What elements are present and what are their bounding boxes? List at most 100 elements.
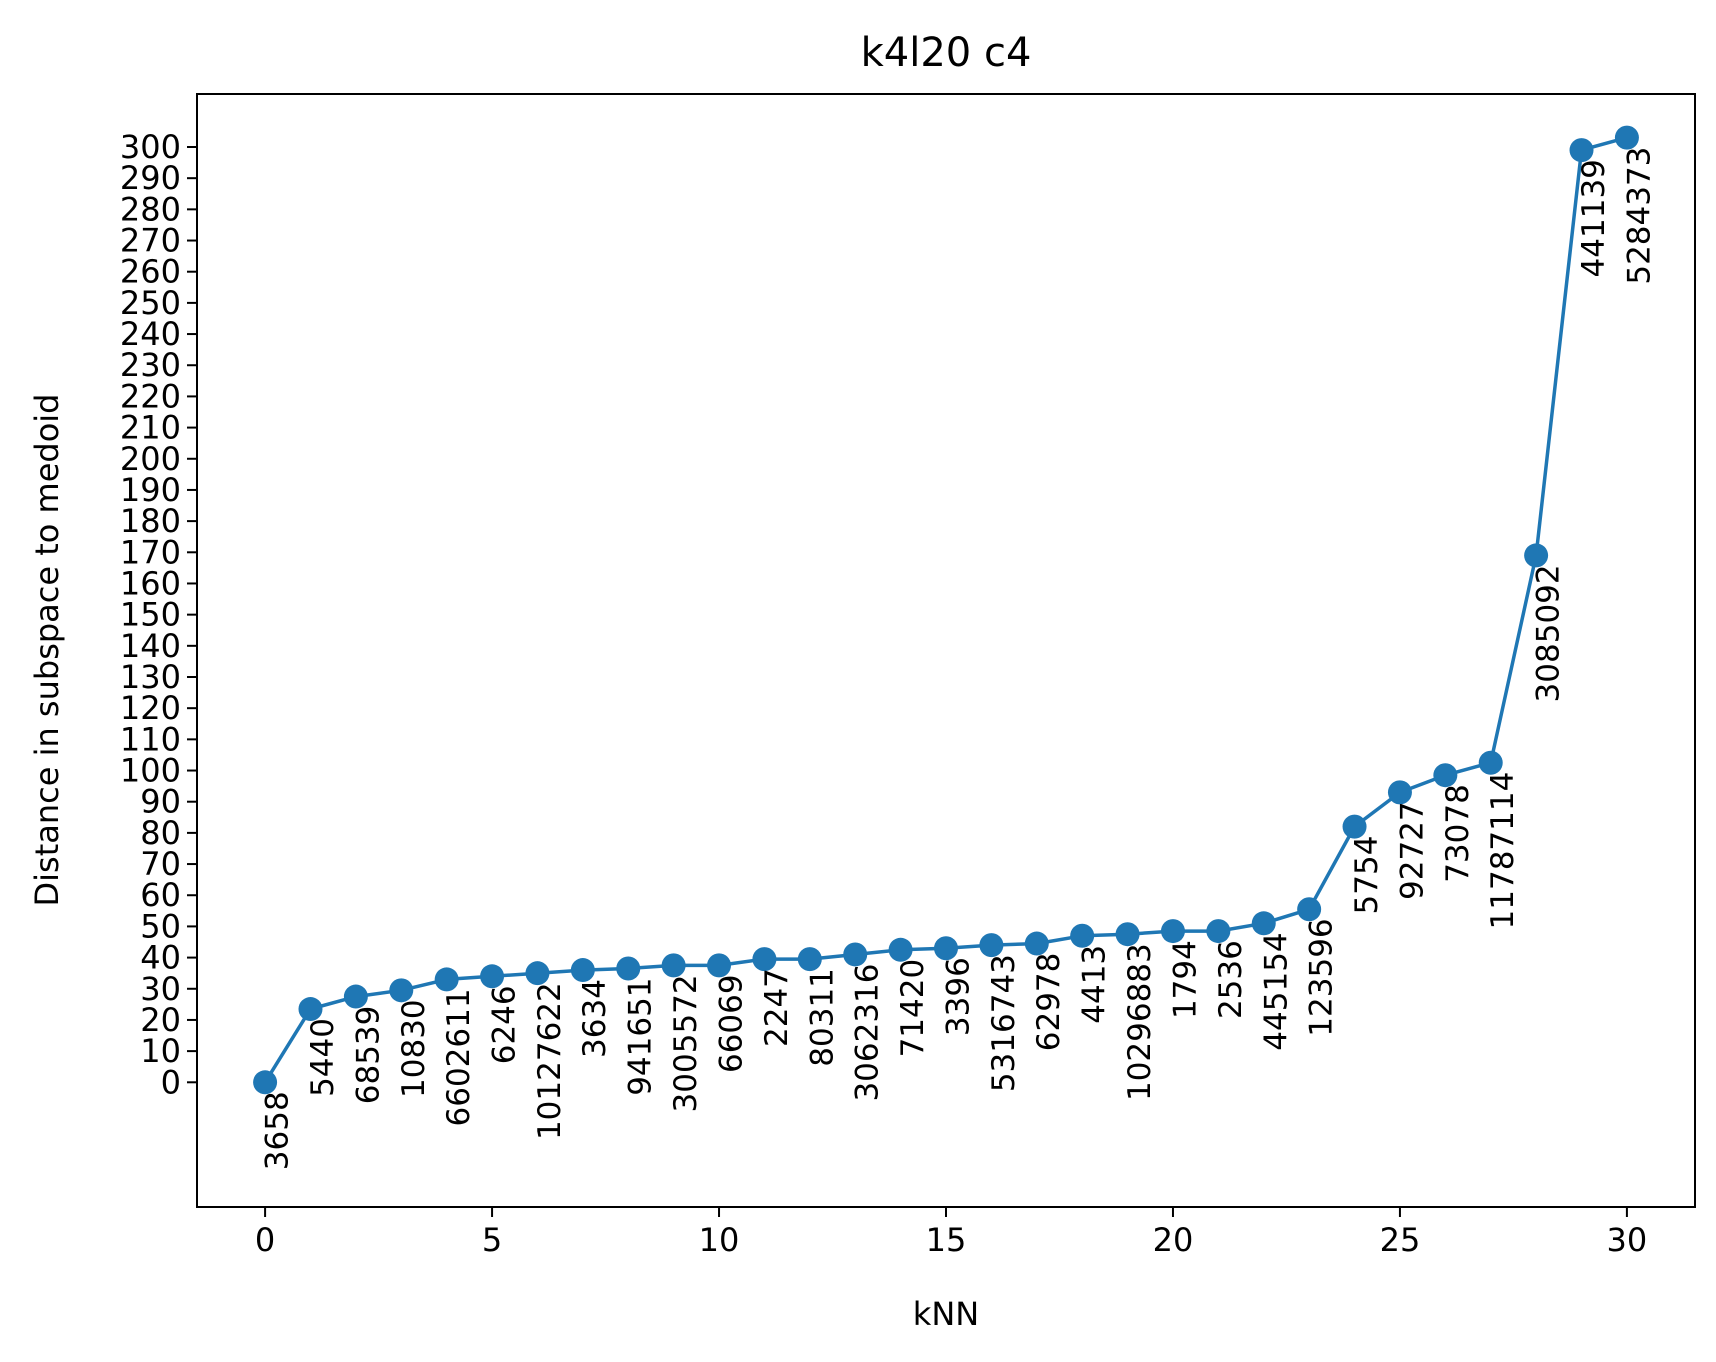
- y-tick-label: 90: [140, 783, 181, 821]
- data-point: [1614, 125, 1639, 150]
- y-tick-label: 140: [120, 627, 181, 665]
- data-point: [1433, 763, 1458, 788]
- point-label: 68539: [350, 1006, 386, 1105]
- point-label: 441139: [1576, 159, 1612, 277]
- x-tick-label: 15: [926, 1221, 967, 1259]
- y-tick-label: 280: [120, 190, 181, 228]
- data-point: [1251, 911, 1276, 936]
- data-point: [707, 953, 732, 978]
- y-tick-label: 30: [140, 970, 181, 1008]
- point-label: 73078: [1440, 784, 1476, 883]
- point-label: 10830: [396, 999, 432, 1098]
- y-tick-label: 170: [120, 533, 181, 571]
- y-axis-label: Distance in subspace to medoid: [28, 394, 66, 907]
- y-tick-label: 220: [120, 377, 181, 415]
- data-point: [616, 956, 641, 981]
- y-tick-label: 250: [120, 284, 181, 322]
- data-point: [661, 953, 686, 978]
- point-label: 5754: [1349, 836, 1385, 915]
- y-tick-label: 260: [120, 253, 181, 291]
- y-tick-label: 210: [120, 409, 181, 447]
- point-label: 6602611: [441, 988, 477, 1126]
- x-tick-label: 20: [1153, 1221, 1194, 1259]
- point-label: 2247: [759, 968, 795, 1047]
- point-label: 123596: [1304, 918, 1340, 1036]
- y-tick-label: 180: [120, 502, 181, 540]
- point-label: 3658: [260, 1091, 296, 1170]
- y-tick-label: 50: [140, 907, 181, 945]
- data-point: [253, 1070, 278, 1095]
- y-tick-label: 120: [120, 689, 181, 727]
- y-tick-label: 230: [120, 346, 181, 384]
- data-point: [1160, 919, 1185, 944]
- y-tick-label: 200: [120, 440, 181, 478]
- point-label: 3062316: [850, 963, 886, 1101]
- y-tick-label: 240: [120, 315, 181, 353]
- data-point: [797, 947, 822, 972]
- data-point: [1524, 543, 1549, 568]
- series-group: [253, 125, 1639, 1095]
- data-point: [752, 947, 777, 972]
- point-label: 3005572: [668, 974, 704, 1112]
- axis-ticks: 0 5 10 15 20 25 300102030405060708090100110120…: [120, 128, 1647, 1259]
- data-point: [979, 933, 1004, 958]
- point-label: 11787114: [1485, 772, 1521, 930]
- data-point: [1024, 931, 1049, 956]
- data-point: [298, 997, 323, 1022]
- y-tick-label: 10: [140, 1032, 181, 1070]
- data-point: [389, 978, 414, 1003]
- y-tick-label: 20: [140, 1001, 181, 1039]
- data-point: [1342, 814, 1367, 839]
- data-point: [570, 958, 595, 983]
- point-label: 1794: [1167, 940, 1203, 1019]
- x-tick-label: 30: [1607, 1221, 1648, 1259]
- chart-title: k4l20 c4: [861, 30, 1032, 76]
- x-tick-label: 5: [482, 1221, 502, 1259]
- y-tick-label: 270: [120, 222, 181, 260]
- point-label: 71420: [895, 959, 931, 1058]
- point-label: 62978: [1031, 953, 1067, 1052]
- point-label: 66069: [713, 974, 749, 1073]
- point-label: 92727: [1394, 801, 1430, 900]
- data-point: [1569, 138, 1594, 163]
- y-tick-label: 300: [120, 128, 181, 166]
- x-tick-label: 25: [1380, 1221, 1421, 1259]
- x-tick-label: 0: [255, 1221, 275, 1259]
- y-tick-label: 0: [161, 1063, 181, 1101]
- plot-area-frame: [196, 93, 1696, 1208]
- data-point: [1387, 780, 1412, 805]
- point-label: 941651: [623, 977, 659, 1095]
- data-point: [525, 961, 550, 986]
- point-label: 5316743: [986, 954, 1022, 1092]
- y-tick-label: 190: [120, 471, 181, 509]
- point-label: 5284373: [1621, 147, 1657, 285]
- point-label: 10127622: [532, 982, 568, 1140]
- y-tick-label: 80: [140, 814, 181, 852]
- data-point: [843, 942, 868, 967]
- y-tick-label: 60: [140, 876, 181, 914]
- y-tick-label: 70: [140, 845, 181, 883]
- point-label: 4413: [1077, 945, 1113, 1024]
- data-point: [1206, 919, 1231, 944]
- x-tick-label: 10: [699, 1221, 740, 1259]
- data-point: [1070, 923, 1095, 948]
- data-point: [1297, 897, 1322, 922]
- y-tick-label: 110: [120, 720, 181, 758]
- point-label: 2536: [1213, 940, 1249, 1019]
- point-label: 5440: [305, 1018, 341, 1097]
- y-tick-label: 150: [120, 596, 181, 634]
- y-tick-label: 290: [120, 159, 181, 197]
- data-point: [934, 936, 958, 961]
- x-axis-label: kNN: [913, 1295, 979, 1333]
- point-label: 80311: [804, 968, 840, 1067]
- data-point: [888, 937, 913, 962]
- point-label: 3085092: [1531, 564, 1567, 702]
- data-point: [480, 964, 505, 989]
- point-label: 6246: [487, 985, 523, 1064]
- y-tick-label: 130: [120, 658, 181, 696]
- y-tick-label: 40: [140, 939, 181, 977]
